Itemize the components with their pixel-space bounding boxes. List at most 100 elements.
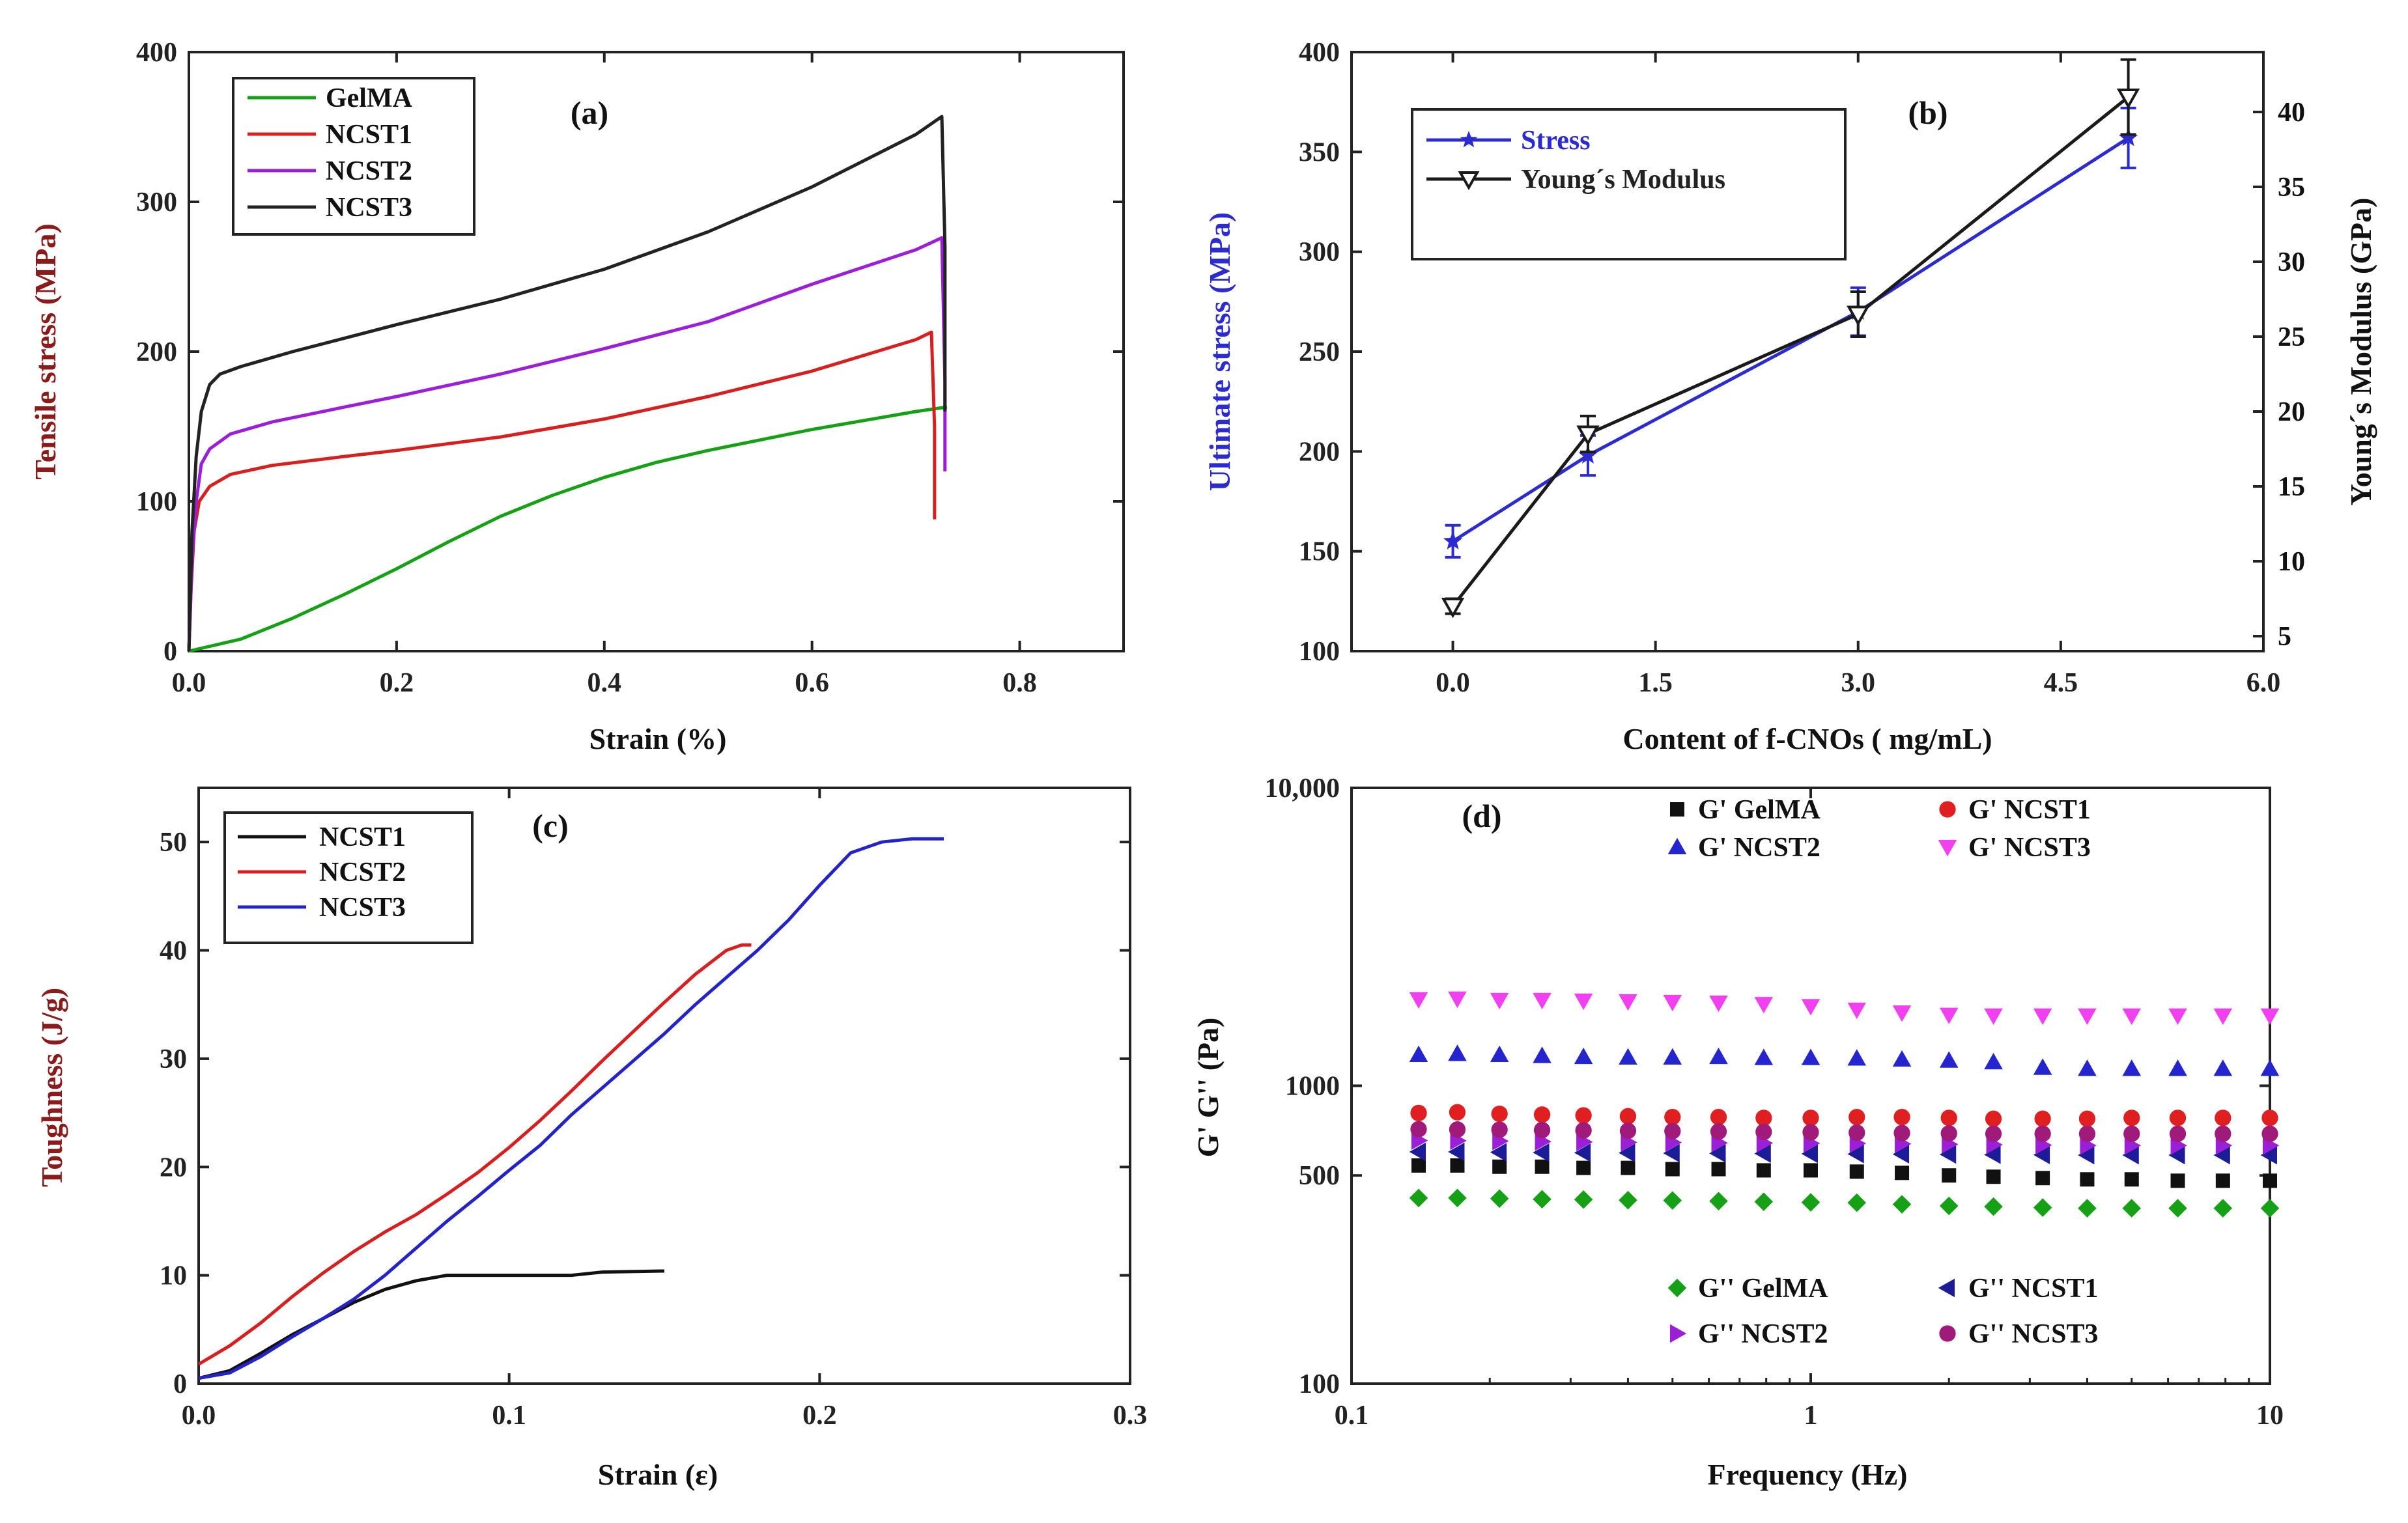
data-point-g-ncst1: [1575, 1107, 1592, 1124]
y-axis-label: Tensile stress (MPa): [29, 223, 62, 480]
x-tick-label-d: 1: [1804, 1401, 1818, 1431]
legend-label: NCST2: [326, 156, 412, 186]
x-axis-label: Frequency (Hz): [1707, 1458, 1907, 1491]
data-point-g-gelma: [1411, 1158, 1426, 1173]
y-tick-label-b: 300: [1299, 238, 1340, 268]
legend-marker-d: [1938, 1278, 1955, 1298]
data-point-g-ncst1: [1448, 1142, 1465, 1162]
data-point-g-ncst3: [1801, 999, 1820, 1016]
y-right-tick-label: 15: [2278, 472, 2305, 502]
data-point-g-ncst3: [2215, 1125, 2231, 1142]
data-point-g-ncst1: [2123, 1110, 2140, 1126]
series-line-gelma: [188, 405, 948, 653]
data-point-g-ncst3: [1848, 1124, 1865, 1141]
legend-label: NCST1: [319, 822, 406, 852]
y-tick-label-a: 0: [163, 637, 177, 667]
y-axis-label: G' G'' (Pa): [1191, 1018, 1225, 1158]
data-point-g-ncst2: [2213, 1059, 2233, 1076]
legend-label: G' NCST1: [1968, 795, 2091, 825]
data-point-g-gelma: [1576, 1160, 1591, 1175]
data-point-g-ncst3: [1847, 1002, 1867, 1020]
data-point-g-gelma: [1756, 1163, 1771, 1178]
panel-title: (c): [532, 807, 569, 844]
data-point-g-ncst2: [1939, 1051, 1959, 1068]
data-point-g-ncst1: [1892, 1145, 1910, 1164]
data-point-g-ncst1: [2033, 1145, 2050, 1164]
data-point-g-ncst1: [1848, 1108, 1865, 1126]
legend-box-c: [223, 811, 474, 944]
x-axis-label: Content of f-CNOs ( mg/mL): [1622, 722, 1992, 755]
legend-marker-d: [1939, 801, 1956, 818]
y-tick-label-a: 100: [136, 487, 177, 517]
data-point-g-ncst2: [1448, 1044, 1467, 1061]
data-point-g-ncst3: [1491, 1121, 1508, 1138]
data-point-g-ncst1: [2078, 1110, 2096, 1127]
legend-label: G'' NCST1: [1968, 1274, 2099, 1304]
data-point-g-ncst2: [1984, 1052, 2003, 1070]
y-tick-label-c: 30: [160, 1044, 187, 1074]
data-point-g-ncst1: [1755, 1110, 1772, 1126]
data-point-g-gelma: [1619, 1190, 1637, 1210]
data-point-g-ncst2: [1847, 1049, 1867, 1066]
data-point-g-ncst1: [1984, 1145, 2001, 1164]
x-tick-label-d: 10: [2256, 1401, 2284, 1431]
data-point-g-ncst3: [2033, 1008, 2052, 1026]
data-point-g-gelma: [1754, 1192, 1774, 1211]
data-point-g-gelma: [2124, 1172, 2139, 1187]
data-point-g-ncst1: [1801, 1144, 1818, 1164]
y-tick-label-a: 200: [136, 337, 177, 367]
legend-label: Stress: [1521, 126, 1591, 156]
data-point-g-ncst3: [2261, 1125, 2278, 1142]
data-point-g-ncst1: [1449, 1104, 1466, 1121]
y-tick-label-d: 100: [1299, 1369, 1340, 1399]
series-line-ncst1: [187, 330, 937, 652]
legend-label: NCST3: [319, 893, 406, 923]
data-point-g-ncst2: [1409, 1045, 1428, 1063]
data-point-g-ncst1: [1802, 1110, 1819, 1126]
data-point-g-gelma: [1801, 1193, 1820, 1212]
data-point-g-ncst1: [1619, 1108, 1637, 1125]
x-tick-label-a: 0.8: [1002, 668, 1037, 698]
legend-label: G' GelMA: [1698, 795, 1820, 825]
data-point-g-ncst3: [1985, 1125, 2002, 1142]
x-tick-label-d: 0.1: [1335, 1401, 1369, 1431]
y-right-tick-label: 30: [2278, 247, 2305, 277]
data-point-g-gelma: [1849, 1164, 1864, 1179]
panel-title: (d): [1462, 798, 1501, 834]
series-line-stress: [1452, 136, 2129, 543]
data-point-g-ncst1: [1663, 1143, 1680, 1163]
x-tick-label-b: 6.0: [2246, 668, 2281, 698]
data-point-g-gelma: [2213, 1199, 2233, 1218]
data-point-g-ncst2: [1490, 1045, 1509, 1063]
data-point-g-ncst3: [2123, 1125, 2140, 1142]
data-point-g-ncst1: [1491, 1105, 1508, 1123]
data-point-modulus: [2116, 89, 2140, 109]
data-point-g-ncst3: [1893, 1125, 1910, 1141]
panel-d: 0.1 1 10 100 500 1000 10,000 (d) Frequency (Hz) G…: [1191, 774, 2284, 1491]
data-point-g-gelma: [1621, 1160, 1636, 1175]
y-tick-label-b: 400: [1299, 38, 1340, 68]
y-tick-label-c: 0: [173, 1369, 187, 1399]
y-right-tick-label: 25: [2278, 322, 2305, 352]
x-tick-label-c: 0.3: [1113, 1401, 1148, 1431]
data-point-g-ncst3: [1449, 1121, 1466, 1138]
data-point-g-ncst1: [1939, 1145, 1957, 1164]
data-point-g-ncst1: [2122, 1145, 2139, 1165]
y-right-axis-label: Young´s Modulus (GPa): [2344, 198, 2377, 506]
data-point-g-ncst3: [1533, 992, 1551, 1010]
legend-marker: [1460, 131, 1478, 148]
x-tick-label-b: 4.5: [2044, 668, 2078, 698]
data-point-modulus: [1576, 425, 1600, 446]
data-point-g-gelma: [2078, 1199, 2097, 1218]
legend-marker-d: [1938, 840, 1957, 857]
y-tick-label-c: 20: [160, 1153, 187, 1182]
data-point-g-ncst3: [1940, 1125, 1957, 1142]
data-point-g-ncst1: [1409, 1142, 1426, 1162]
legend-label: G' NCST2: [1698, 833, 1820, 863]
data-point-g-ncst1: [1893, 1108, 1910, 1126]
y-tick-label-b: 150: [1299, 537, 1340, 567]
data-point-modulus: [1847, 305, 1870, 326]
legend-marker-d: [1670, 802, 1684, 817]
y-axis-label: Toughness (J/g): [35, 988, 68, 1187]
